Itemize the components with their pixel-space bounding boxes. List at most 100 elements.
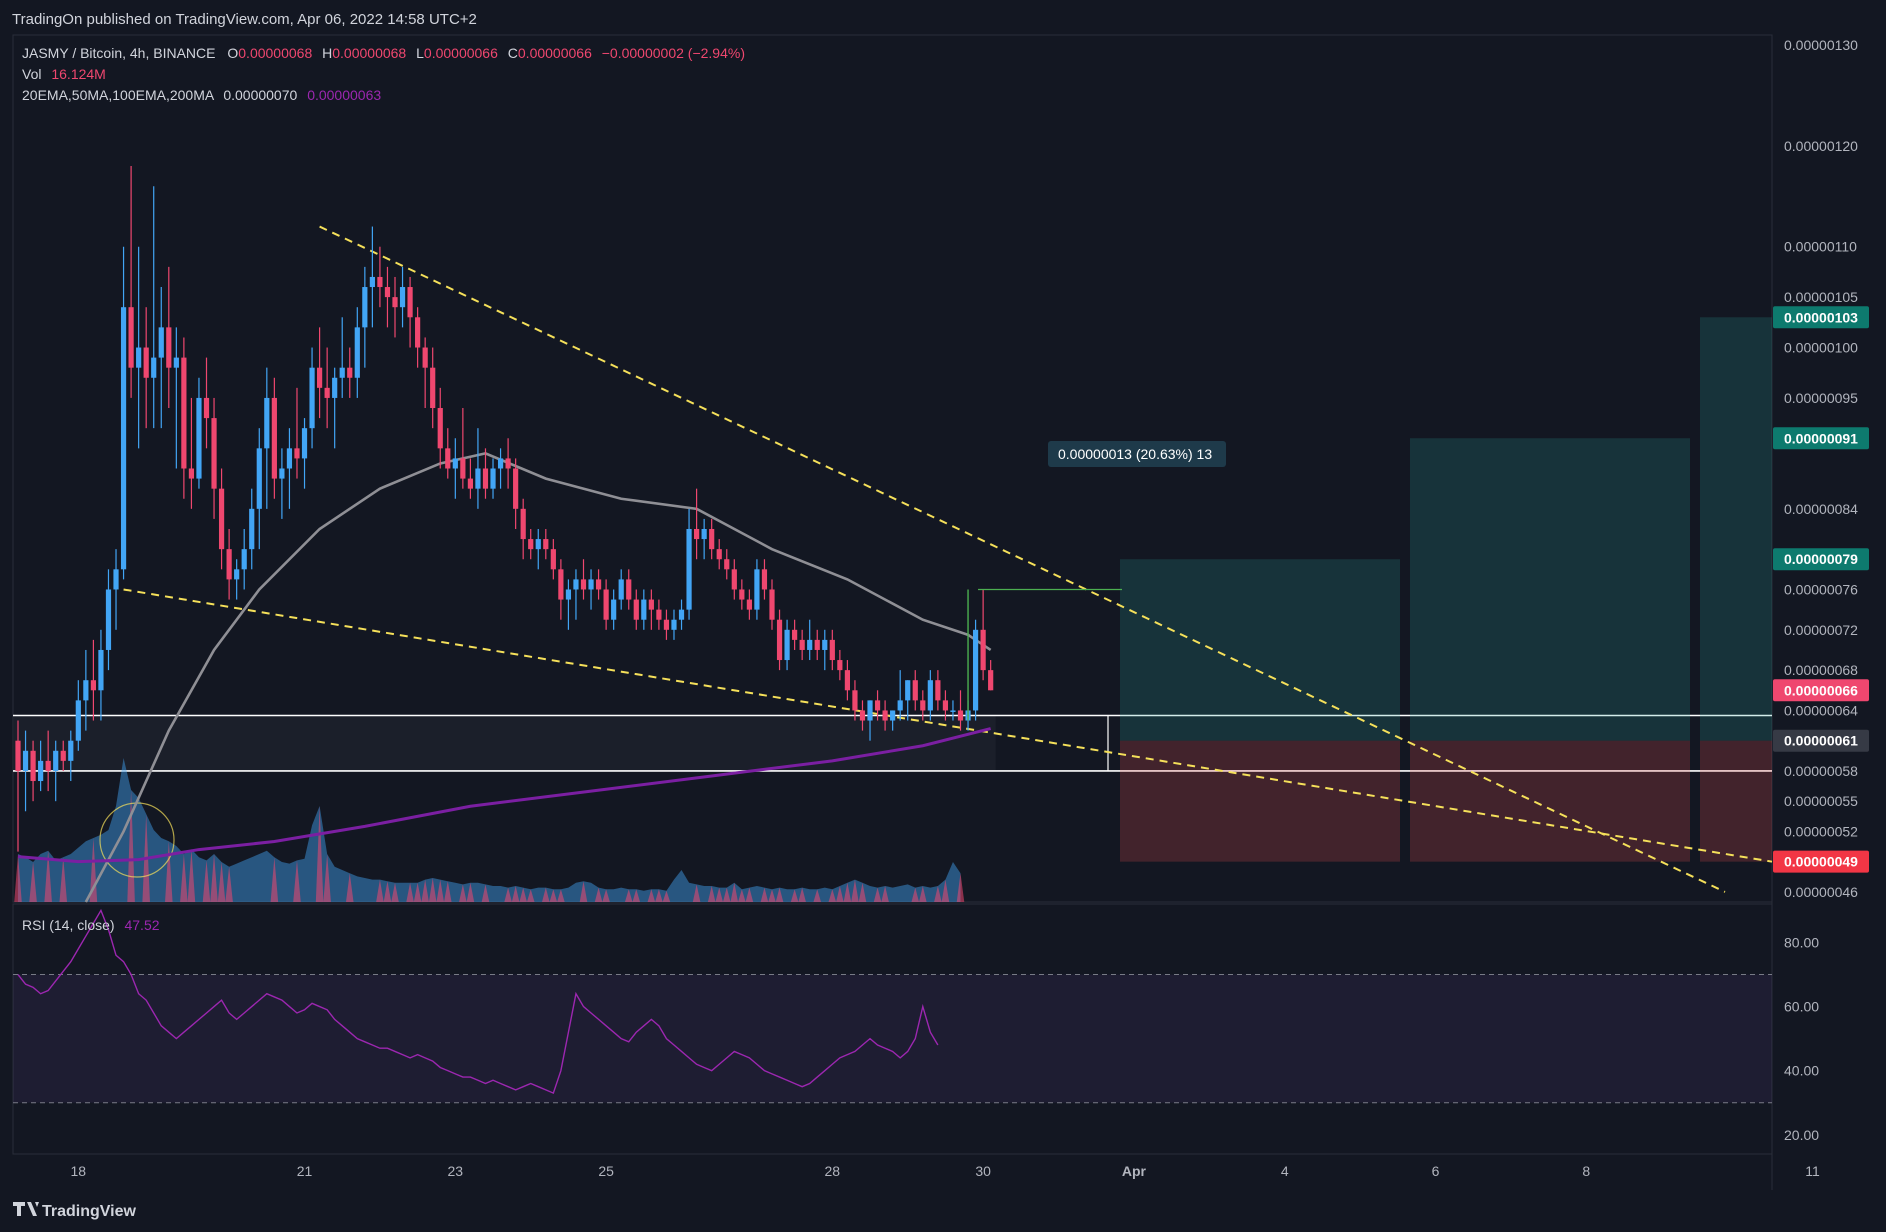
- volume-spike-down: [187, 849, 196, 902]
- candle-body: [166, 327, 172, 368]
- candle-body: [784, 629, 790, 661]
- candle-body: [505, 458, 511, 469]
- candle-body: [897, 700, 903, 711]
- rsi-pane[interactable]: [12, 903, 1773, 1155]
- volume-spike-down: [934, 886, 942, 902]
- volume-spike-down: [504, 887, 512, 902]
- volume-spike-down: [579, 881, 588, 902]
- volume-spike-down: [557, 889, 565, 902]
- price-tick-label: 0.00000084: [1784, 501, 1858, 517]
- volume-spike-down: [127, 790, 135, 902]
- candle-body: [98, 649, 104, 691]
- price-badge: [1773, 850, 1869, 873]
- candle-body: [701, 528, 707, 540]
- volume-spike-down: [662, 890, 671, 902]
- volume-spike-down: [44, 850, 52, 902]
- lower-trendline[interactable]: [123, 588, 1773, 863]
- candle-body: [739, 589, 745, 600]
- volume-spike-down: [345, 873, 354, 902]
- volume-spike-down: [715, 887, 723, 902]
- ma-value-1: 0.00000070: [223, 87, 297, 103]
- candle-body: [68, 740, 74, 761]
- volume-spike-down: [919, 886, 927, 902]
- tradingview-logo[interactable]: TradingView: [13, 1202, 137, 1220]
- volume-spike-down: [466, 882, 475, 902]
- candle-body: [807, 639, 813, 650]
- stop-zone: [1410, 740, 1690, 862]
- candle-body: [22, 750, 29, 771]
- candle-body: [218, 488, 225, 550]
- candle-body: [241, 549, 247, 570]
- volume-spike-down: [745, 887, 754, 902]
- volume-spike-down: [594, 887, 603, 902]
- candle-body: [671, 619, 677, 630]
- volume-spike-down: [180, 854, 188, 902]
- volume-spike-down: [165, 841, 173, 902]
- rsi-band: [13, 974, 1772, 1103]
- published-header: TradingOn published on TradingView.com, …: [12, 11, 477, 28]
- ma-label: 20EMA,50MA,100EMA,200MA: [22, 87, 215, 103]
- time-tick-label: 21: [297, 1163, 313, 1179]
- price-badge: [1773, 427, 1869, 450]
- price-tick-label: 0.00000052: [1784, 823, 1858, 839]
- upper-trendline[interactable]: [319, 225, 1726, 893]
- volume-spike-down: [293, 860, 301, 902]
- volume-spike-down: [436, 879, 445, 902]
- rsi-tick-label: 60.00: [1784, 999, 1819, 1015]
- volume-spike-down: [632, 889, 641, 902]
- candle-body: [859, 710, 866, 721]
- price-badge-label: 0.00000103: [1784, 309, 1858, 325]
- volume-spike-down: [730, 882, 739, 902]
- volume-spike-down: [217, 862, 226, 902]
- volume-spike-down: [790, 889, 799, 902]
- candle-body: [294, 448, 300, 459]
- high-label: H: [322, 45, 332, 61]
- candle-body: [422, 347, 428, 368]
- price-badge: [1773, 548, 1869, 571]
- candle-body: [626, 579, 632, 600]
- candle-body: [656, 609, 662, 620]
- candle-body: [927, 680, 933, 711]
- rsi-line: [17, 908, 939, 1095]
- candle-body: [709, 528, 715, 550]
- time-axis[interactable]: 182123252830Apr468111315: [71, 1163, 1886, 1179]
- price-tick-label: 0.00000064: [1784, 702, 1858, 718]
- symbol-name: JASMY / Bitcoin, 4h, BINANCE: [22, 45, 215, 61]
- candle-body: [53, 750, 59, 771]
- candle-body: [188, 468, 195, 479]
- candle-body: [874, 700, 881, 711]
- candle-body: [942, 700, 949, 711]
- volume-spike-down: [511, 886, 520, 902]
- candle-body: [829, 639, 835, 661]
- candle-body: [558, 569, 564, 600]
- price-tick-label: 0.00000072: [1784, 622, 1858, 638]
- volume-spike-down: [813, 889, 822, 902]
- price-axis[interactable]: 0.00000130 0.00000120 0.00000110 0.00000105…: [1773, 37, 1869, 900]
- time-tick-label: 30: [975, 1163, 991, 1179]
- candle-body: [482, 468, 489, 489]
- time-tick-label: 6: [1432, 1163, 1440, 1179]
- rsi-tick-label: 20.00: [1784, 1127, 1819, 1143]
- volume-layer: [14, 758, 965, 902]
- candle-body: [611, 599, 617, 620]
- candle-body: [437, 408, 443, 449]
- candle-body: [105, 589, 112, 650]
- symbol-legend: JASMY / Bitcoin, 4h, BINANCE O0.00000068…: [22, 45, 745, 61]
- candle-body: [384, 287, 391, 298]
- candle-body: [618, 579, 624, 600]
- volume-spike-down: [738, 889, 746, 902]
- candle-body: [128, 307, 134, 368]
- candle-body: [641, 599, 647, 620]
- volume-label: Vol: [22, 66, 41, 82]
- candle-body: [867, 700, 873, 721]
- price-badge-label: 0.00000091: [1784, 430, 1858, 446]
- price-badge-label: 0.00000061: [1784, 733, 1858, 749]
- ma-legend: 20EMA,50MA,100EMA,200MA 0.00000070 0.000…: [22, 87, 381, 103]
- measure-tool[interactable]: 0.00000013 (20.63%) 13: [967, 441, 1226, 721]
- tradingview-logo-text: TradingView: [42, 1203, 137, 1220]
- candle-body: [90, 680, 96, 691]
- trendlines[interactable]: [123, 225, 1773, 893]
- price-badge: [1773, 729, 1869, 752]
- candle-body: [249, 508, 255, 550]
